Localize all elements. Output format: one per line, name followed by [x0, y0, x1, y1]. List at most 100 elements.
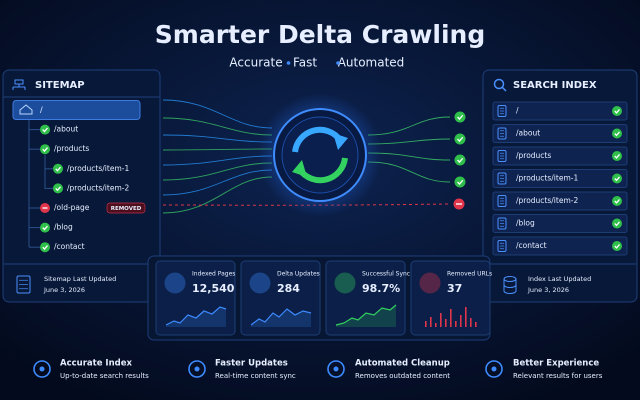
index-row: [492, 124, 628, 143]
sparkline: [250, 308, 312, 327]
tagline-item: Automated: [338, 56, 405, 70]
footer-date: June 3, 2026: [43, 286, 85, 294]
sparkline-area: [336, 305, 396, 327]
stat-label: Removed URLs: [447, 271, 492, 278]
index-item-label: /products: [516, 151, 551, 160]
check-icon: [53, 163, 63, 174]
stat-label: Successful Sync: [362, 271, 410, 278]
feature-subtitle: Up-to-date search results: [60, 372, 149, 380]
tree-item-label: /products/item-2: [67, 183, 129, 192]
sparkbar: [475, 322, 477, 327]
check-icon: [454, 154, 466, 166]
footer-label: Sitemap Last Updated: [44, 275, 116, 283]
check-icon: [40, 144, 50, 155]
check-icon: [454, 176, 466, 188]
check-icon: [454, 111, 466, 123]
stat-icon: [334, 272, 356, 294]
badge-label: REMOVED: [111, 206, 142, 212]
sparkbar: [440, 313, 442, 327]
check-icon: [40, 124, 50, 135]
index-row: [492, 101, 628, 121]
flow-line: [162, 169, 273, 196]
title: Smarter Delta Crawling: [155, 20, 485, 49]
feature-subtitle: Real-time content sync: [215, 372, 296, 380]
tree-item-label: /blog: [54, 223, 73, 232]
doc-icon: [16, 275, 31, 294]
check-mark: [55, 186, 61, 192]
footer-label: Index Last Updated: [528, 275, 591, 283]
doc-icon: [497, 195, 507, 207]
sparkline: [335, 304, 397, 327]
check-mark: [457, 157, 464, 164]
sparkbar: [445, 319, 447, 327]
index-item-label: /: [516, 106, 519, 115]
sparkline: [425, 307, 477, 327]
stat-value: 284: [277, 282, 300, 295]
feature-icon: [188, 360, 206, 378]
check-mark: [614, 153, 620, 159]
check-icon: [612, 196, 622, 206]
check-mark: [42, 147, 48, 153]
tagline-item: Accurate: [229, 56, 282, 70]
doc-icon: [497, 172, 507, 185]
index-item-label: /blog: [516, 219, 535, 228]
stat-card: [240, 260, 321, 336]
stat-value: 98.7%: [362, 282, 400, 295]
sparkline-line: [250, 308, 312, 326]
sparkbar: [430, 317, 432, 327]
feature-icon-dot: [491, 366, 497, 372]
footer-date: June 3, 2026: [527, 286, 569, 294]
check-icon: [612, 218, 622, 229]
tree-item-label: /: [40, 106, 43, 115]
tree-item-label: /about: [54, 125, 78, 134]
sparkline: [165, 306, 227, 327]
flow-line: [367, 116, 451, 136]
doc-icon: [497, 240, 507, 252]
check-mark: [42, 225, 48, 231]
check-icon: [53, 183, 63, 194]
stat-icon: [164, 272, 186, 294]
sparkbar: [460, 315, 462, 327]
sparkline-line: [165, 306, 227, 326]
flow-line: [162, 176, 273, 214]
check-mark: [457, 136, 464, 143]
sparkbar: [450, 309, 452, 327]
tagline-dot: [336, 61, 340, 65]
check-mark: [457, 179, 464, 186]
check-mark: [42, 245, 48, 251]
feature-icon: [485, 360, 503, 378]
check-icon: [454, 133, 466, 145]
stat-card: [410, 260, 491, 336]
stat-icon: [419, 272, 441, 294]
index-item-label: /products/item-2: [516, 196, 578, 205]
check-icon: [612, 241, 622, 251]
check-icon: [40, 242, 50, 253]
index-row: [492, 214, 628, 233]
index-row: [492, 169, 628, 188]
check-mark: [614, 108, 620, 114]
removed-badge: [106, 202, 146, 214]
index-item-label: /products/item-1: [516, 174, 578, 183]
sparkbar: [435, 323, 437, 327]
tree-item-active: [12, 100, 141, 120]
check-icon: [40, 222, 50, 233]
sparkbar: [425, 321, 427, 327]
tagline-item: Fast: [293, 56, 317, 70]
panel-title: SEARCH INDEX: [513, 80, 597, 91]
sparkline-area: [251, 309, 311, 327]
doc-icon: [497, 105, 507, 117]
search-icon-handle: [501, 86, 507, 92]
flow-line-removed: [162, 203, 449, 206]
stat-icon: [249, 272, 271, 294]
check-mark: [614, 221, 620, 227]
index-row: [492, 236, 628, 256]
stat-card: [155, 260, 236, 336]
feature-title: Automated Cleanup: [355, 359, 450, 369]
feature-subtitle: Removes outdated content: [355, 372, 450, 380]
check-mark: [614, 131, 620, 137]
index-item-label: /about: [516, 129, 540, 138]
stat-label: Indexed Pages: [192, 271, 235, 278]
tree-item-label: /old-page: [54, 203, 90, 212]
